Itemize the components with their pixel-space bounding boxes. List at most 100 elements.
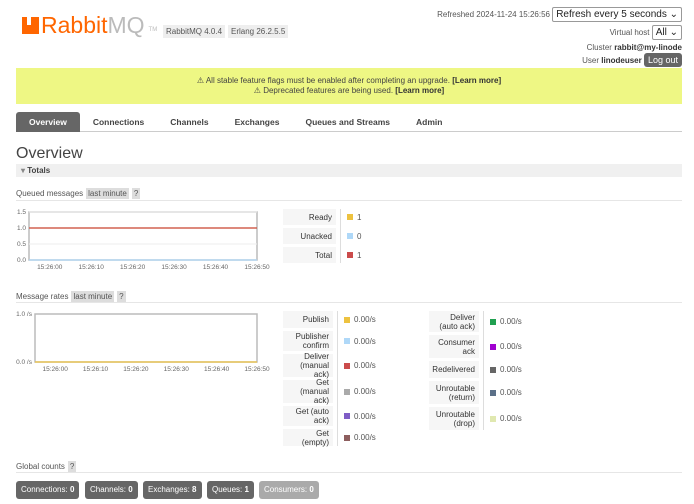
warning-banner: ⚠ All stable feature flags must be enabl… [16, 68, 682, 104]
color-swatch-icon [344, 338, 350, 344]
tab-overview[interactable]: Overview [16, 112, 80, 132]
legend-label: Ready [283, 209, 336, 225]
range-selector[interactable]: last minute [71, 291, 115, 302]
user-info: User linodeuser Log out [582, 53, 682, 67]
legend-label: Get (empty) [283, 429, 333, 447]
x-tick-label: 15:26:20 [123, 366, 149, 373]
x-tick-label: 15:26:30 [164, 366, 190, 373]
color-swatch-icon [490, 366, 496, 373]
queues-count-button[interactable]: Queues: 1 [207, 481, 254, 499]
plot-area [28, 211, 258, 261]
legend-value: 0.00/s [490, 361, 522, 378]
tab-channels[interactable]: Channels [170, 117, 209, 127]
help-button[interactable]: ? [117, 291, 126, 302]
x-tick-label: 15:26:00 [37, 264, 63, 271]
help-button[interactable]: ? [131, 188, 141, 199]
legend-value: 1 [347, 209, 361, 225]
vhost-select[interactable]: All ⌄ [651, 25, 682, 40]
main-tabs: Overview Connections Channels Exchanges … [16, 112, 682, 132]
rabbit-logo-icon [22, 17, 39, 34]
refreshed-label: Refreshed 2024-11-24 15:26:56 [437, 10, 550, 19]
y-tick-label: 0.5 [17, 241, 26, 248]
color-swatch-icon [344, 362, 350, 369]
cluster-info: Cluster rabbit@my-linode [586, 43, 682, 52]
legend-label: Unacked [283, 228, 336, 244]
color-swatch-icon [490, 318, 496, 325]
color-swatch-icon [344, 413, 350, 419]
color-swatch-icon [347, 233, 353, 239]
refresh-select[interactable]: Refresh every 5 seconds ⌄ [552, 7, 682, 22]
channels-count-button[interactable]: Channels: 0 [85, 481, 138, 499]
global-counts-header: Global counts? [16, 461, 77, 472]
version-badge: RabbitMQ 4.0.4 [163, 25, 226, 38]
plot-area [34, 313, 258, 363]
legend-value: 0.00/s [490, 407, 522, 430]
x-tick-label: 15:26:50 [244, 366, 270, 373]
vhost-label: Virtual host [609, 28, 650, 37]
learn-more-link[interactable]: [Learn more] [452, 76, 502, 85]
legend-label: Deliver (auto ack) [429, 311, 479, 332]
divider [337, 311, 338, 446]
legend-label: Deliver (manual ack) [283, 352, 333, 379]
message-rates-chart: 0.0 /s 1.0 /s 15:26:00 15:26:10 15:26:20 15:2… [16, 311, 270, 373]
legend-label: Unroutable (return) [429, 381, 479, 404]
erlang-badge: Erlang 26.2.5.5 [228, 25, 289, 38]
message-rates-header: Message rates last minute? [16, 291, 126, 302]
exchanges-count-button[interactable]: Exchanges: 8 [143, 481, 202, 499]
legend-label: Publisher confirm [283, 331, 333, 351]
color-swatch-icon [490, 415, 496, 422]
color-swatch-icon [347, 214, 353, 220]
tab-exchanges[interactable]: Exchanges [234, 117, 280, 127]
legend-label: Redelivered [429, 361, 479, 378]
tab-connections[interactable]: Connections [92, 117, 145, 127]
y-tick-label: 0.0 /s [16, 359, 33, 366]
triangle-down-icon: ▾ [21, 166, 26, 175]
legend-value: 0.00/s [490, 311, 522, 332]
y-tick-label: 1.0 [17, 225, 26, 232]
legend-label: Total [283, 247, 336, 263]
x-tick-label: 15:26:10 [79, 264, 105, 271]
divider [483, 311, 484, 430]
legend-value: 0 [347, 228, 361, 244]
legend-value: 1 [347, 247, 361, 263]
x-tick-label: 15:26:00 [43, 366, 69, 373]
legend-value: 0.00/s [344, 380, 376, 403]
color-swatch-icon [490, 343, 496, 350]
connections-count-button[interactable]: Connections: 0 [16, 481, 80, 499]
logout-button[interactable]: Log out [643, 53, 682, 67]
divider [340, 209, 341, 263]
tab-queues[interactable]: Queues and Streams [305, 117, 391, 127]
legend-value: 0.00/s [344, 311, 376, 328]
rabbitmq-logo: Rabbit MQ TM [22, 12, 157, 39]
page-title: Overview [16, 145, 83, 162]
x-tick-label: 15:26:20 [120, 264, 146, 271]
y-tick-label: 1.0 /s [16, 311, 33, 318]
legend-label: Unroutable (drop) [429, 407, 479, 430]
legend-value: 0.00/s [344, 406, 376, 426]
range-selector[interactable]: last minute [86, 188, 129, 199]
x-tick-label: 15:26:40 [203, 264, 229, 271]
legend-value: 0.00/s [344, 429, 376, 446]
queued-messages-header: Queued messages last minute? [16, 188, 141, 199]
legend-value: 0.00/s [490, 381, 522, 404]
color-swatch-icon [490, 389, 496, 396]
x-tick-label: 15:26:10 [83, 366, 109, 373]
totals-section-toggle[interactable]: ▾ Totals [16, 164, 682, 177]
x-tick-label: 15:26:30 [161, 264, 187, 271]
legend-label: Publish [283, 311, 333, 328]
color-swatch-icon [344, 434, 350, 441]
learn-more-link[interactable]: [Learn more] [395, 86, 445, 95]
x-tick-label: 15:26:40 [204, 366, 230, 373]
legend-label: Consumer ack [429, 335, 479, 358]
tab-admin[interactable]: Admin [416, 117, 443, 127]
consumers-count-button[interactable]: Consumers: 0 [259, 481, 319, 499]
legend-label: Get (auto ack) [283, 406, 333, 426]
y-tick-label: 0.0 [17, 257, 26, 264]
color-swatch-icon [344, 316, 350, 323]
legend-label: Get (manual ack) [283, 378, 333, 405]
y-tick-label: 1.5 [17, 209, 26, 216]
color-swatch-icon [344, 388, 350, 395]
help-button[interactable]: ? [67, 461, 77, 472]
x-tick-label: 15:26:50 [244, 264, 270, 271]
legend-value: 0.00/s [344, 354, 376, 377]
